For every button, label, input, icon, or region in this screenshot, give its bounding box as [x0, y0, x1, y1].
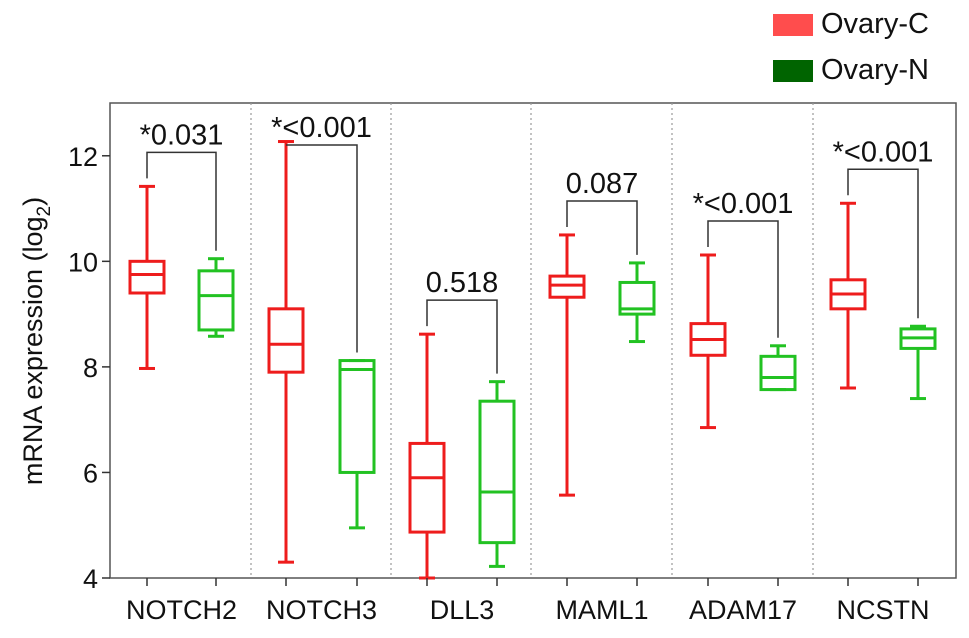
bracket-notch2 — [146, 151, 217, 251]
bracket-maml1 — [566, 200, 638, 255]
y-tick-label: 4 — [83, 564, 98, 594]
x-axis: NOTCH2 NOTCH3 DLL3 MAML1 ADAM17 NCSTN — [126, 578, 930, 625]
legend-label-ovary-n: Ovary-N — [821, 54, 929, 86]
p-value-ncstn: *<0.001 — [833, 136, 934, 168]
box-ovary-n-adam17 — [759, 344, 797, 392]
x-tick-label-adam17: ADAM17 — [689, 595, 797, 625]
plot-frame — [109, 102, 957, 579]
box-ovary-c-notch3 — [267, 140, 305, 564]
box-ovary-n-maml1 — [618, 261, 656, 344]
iqr-box — [408, 441, 446, 534]
box-ovary-n-ncstn — [899, 324, 937, 401]
p-value-dll3: 0.518 — [426, 267, 499, 299]
x-tick-label-maml1: MAML1 — [555, 595, 648, 625]
p-value-adam17: *<0.001 — [693, 188, 794, 220]
y-tick-label: 10 — [68, 247, 98, 277]
iqr-box — [338, 359, 376, 474]
p-value-notch3: *<0.001 — [271, 112, 372, 144]
x-tick-label-ncstn: NCSTN — [837, 595, 930, 625]
iqr-box — [478, 399, 516, 545]
bracket-adam17 — [707, 220, 779, 338]
y-axis-label: mRNA expression (log2) — [18, 197, 55, 485]
legend-swatch-ovary-c — [773, 14, 813, 36]
box-ovary-n-dll3 — [478, 380, 516, 568]
p-value-notch2: *0.031 — [140, 119, 224, 151]
box-ovary-n-notch2 — [197, 257, 235, 338]
bracket-notch3 — [286, 144, 358, 353]
box-ovary-c-maml1 — [548, 233, 586, 497]
x-tick-label-notch2: NOTCH2 — [126, 595, 237, 625]
bracket-ncstn — [847, 168, 919, 319]
iqr-box — [759, 354, 797, 392]
y-tick-label: 12 — [68, 142, 98, 172]
legend-label-ovary-c: Ovary-C — [821, 8, 929, 40]
box-ovary-c-dll3 — [408, 332, 446, 580]
y-axis: 4 6 8 10 12 mRNA expression (log2) — [18, 142, 110, 594]
significance-brackets: *0.031 *<0.001 0.518 0.087 *<0.001 *<0.001 — [140, 112, 934, 374]
legend-swatch-ovary-n — [773, 60, 813, 82]
plot-area — [109, 102, 957, 579]
iqr-box — [548, 274, 586, 299]
iqr-box — [267, 307, 305, 374]
y-tick-label: 6 — [83, 458, 98, 488]
x-tick-label-notch3: NOTCH3 — [266, 595, 377, 625]
y-tick-label: 8 — [83, 353, 98, 383]
x-tick-label-dll3: DLL3 — [430, 595, 495, 625]
iqr-box — [618, 280, 656, 316]
box-ovary-c-adam17 — [689, 253, 727, 430]
box-ovary-c-ncstn — [829, 201, 867, 390]
iqr-box — [197, 269, 235, 332]
group-separators — [250, 103, 814, 578]
box-ovary-c-notch2 — [128, 184, 166, 370]
p-value-maml1: 0.087 — [566, 168, 639, 200]
iqr-box — [128, 259, 166, 295]
box-ovary-n-notch3 — [338, 359, 376, 530]
bracket-dll3 — [426, 299, 498, 374]
